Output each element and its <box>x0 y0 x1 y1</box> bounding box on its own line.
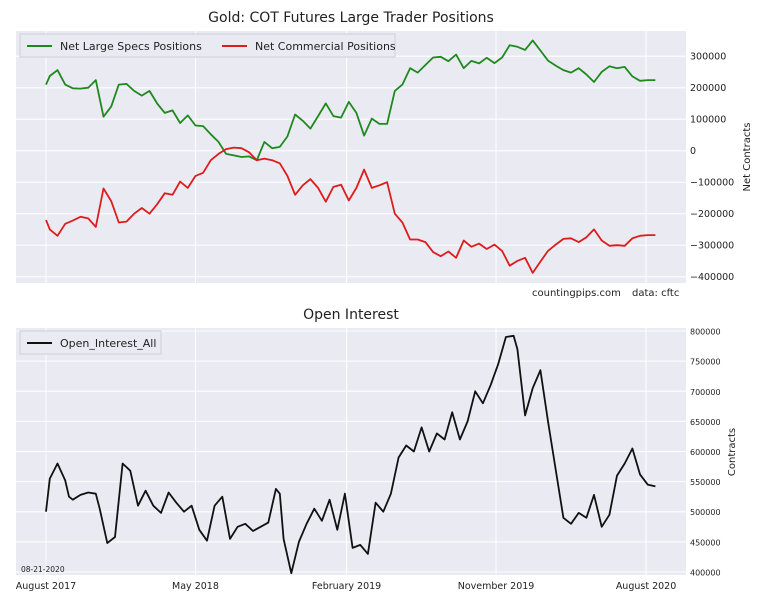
top-plot-area <box>16 31 686 283</box>
y-tick-label: −100000 <box>690 178 734 189</box>
top-grid <box>16 31 686 283</box>
source-note: countingpips.com <box>532 288 621 299</box>
bottom-y-tick-labels: 800000 750000 700000 650000 600000 550000 5000… <box>690 328 721 578</box>
top-series-lines <box>45 39 656 274</box>
y-tick-label: 650000 <box>690 418 721 427</box>
bottom-legend: Open_Interest_All <box>19 330 162 355</box>
top-y-tick-labels: 300000 200000 100000 0 −100000 −200000 −300000… <box>690 52 734 284</box>
y-tick-label: −300000 <box>690 241 734 252</box>
top-chart-title: Gold: COT Futures Large Trader Positions <box>208 10 494 26</box>
y-tick-label: 750000 <box>690 358 721 367</box>
y-tick-label: −200000 <box>690 209 734 220</box>
x-tick-label: August 2020 <box>616 581 676 592</box>
bottom-y-axis-label: Contracts <box>727 428 738 476</box>
x-tick-label: August 2017 <box>16 581 76 592</box>
y-tick-label: 550000 <box>690 478 721 487</box>
x-tick-label: February 2019 <box>312 581 381 592</box>
top-y-axis-label: Net Contracts <box>742 123 753 192</box>
y-tick-label: 300000 <box>690 52 726 63</box>
y-tick-label: 500000 <box>690 508 721 517</box>
legend-label-commercial: Net Commercial Positions <box>255 40 396 53</box>
x-tick-label: November 2019 <box>458 581 535 592</box>
date-note: 08-21-2020 <box>21 565 65 574</box>
legend-label-large-specs: Net Large Specs Positions <box>60 40 202 53</box>
y-tick-label: 600000 <box>690 448 721 457</box>
data-note: data: cftc <box>632 288 679 299</box>
series-line-open-interest-all <box>45 334 656 575</box>
top-legend-box <box>19 33 396 58</box>
series-line-net-commercial-positions <box>45 146 656 274</box>
y-tick-label: 100000 <box>690 115 726 126</box>
y-tick-label: 800000 <box>690 328 721 337</box>
y-tick-label: 0 <box>690 146 696 157</box>
series-line-net-large-specs-positions <box>45 39 656 162</box>
y-tick-label: 400000 <box>690 568 721 577</box>
bottom-series-lines <box>45 334 656 575</box>
bottom-legend-box <box>19 330 162 355</box>
top-legend: Net Large Specs Positions Net Commercial… <box>19 33 396 58</box>
x-tick-label: May 2018 <box>172 581 219 592</box>
y-tick-label: 700000 <box>690 388 721 397</box>
legend-label-open-interest: Open_Interest_All <box>60 337 156 350</box>
y-tick-label: −400000 <box>690 272 734 283</box>
bottom-x-tick-labels: August 2017 May 2018 February 2019 November… <box>16 581 677 592</box>
bottom-chart-title: Open Interest <box>303 307 399 323</box>
y-tick-label: 450000 <box>690 538 721 547</box>
y-tick-label: 200000 <box>690 83 726 94</box>
